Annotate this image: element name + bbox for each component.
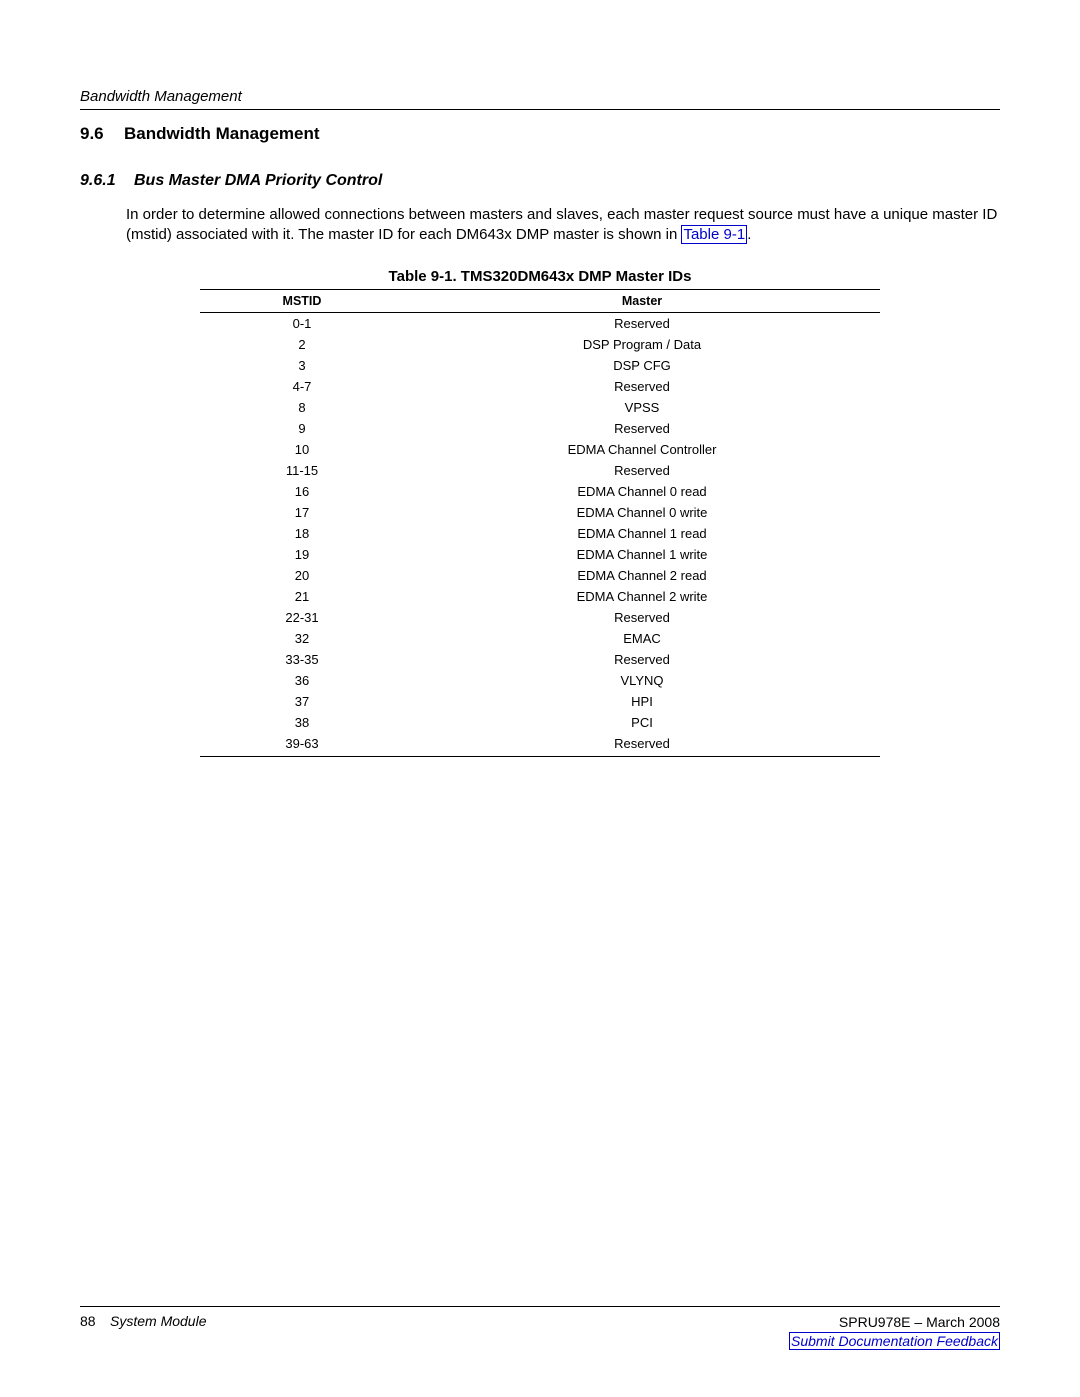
table-row: 37HPI	[200, 691, 880, 712]
table-row: 2DSP Program / Data	[200, 334, 880, 355]
table-row: 32EMAC	[200, 628, 880, 649]
table-cell: 38	[200, 712, 404, 733]
section-title: Bandwidth Management	[124, 124, 320, 143]
table-cell: Reserved	[404, 607, 880, 628]
table-cell: 19	[200, 544, 404, 565]
table-cell: EDMA Channel 1 write	[404, 544, 880, 565]
table-row: 19EDMA Channel 1 write	[200, 544, 880, 565]
table-row: 39-63Reserved	[200, 733, 880, 757]
table-row: 22-31Reserved	[200, 607, 880, 628]
table-wrapper: MSTIDMaster 0-1Reserved2DSP Program / Da…	[200, 289, 880, 757]
table-cell: 39-63	[200, 733, 404, 757]
page-number: 88	[80, 1313, 110, 1329]
table-row: 17EDMA Channel 0 write	[200, 502, 880, 523]
table-row: 18EDMA Channel 1 read	[200, 523, 880, 544]
table-cell: 2	[200, 334, 404, 355]
running-header: Bandwidth Management	[80, 88, 1000, 110]
table-cell: EDMA Channel 1 read	[404, 523, 880, 544]
table-row: 4-7Reserved	[200, 376, 880, 397]
table-cell: PCI	[404, 712, 880, 733]
section-number: 9.6	[80, 124, 124, 144]
table-row: 36VLYNQ	[200, 670, 880, 691]
table-cell: EDMA Channel 2 write	[404, 586, 880, 607]
table-cell: Reserved	[404, 460, 880, 481]
section-heading: 9.6Bandwidth Management	[80, 124, 1000, 144]
table-row: 3DSP CFG	[200, 355, 880, 376]
table-cell: 32	[200, 628, 404, 649]
table-cell: 11-15	[200, 460, 404, 481]
page-content: Bandwidth Management 9.6Bandwidth Manage…	[0, 0, 1080, 757]
table-cell: 37	[200, 691, 404, 712]
footer-doc-id: SPRU978E – March 2008	[789, 1313, 1000, 1332]
table-cell: EDMA Channel 2 read	[404, 565, 880, 586]
table-cell: 16	[200, 481, 404, 502]
footer-left: 88System Module	[80, 1313, 206, 1329]
table-cell: 8	[200, 397, 404, 418]
footer-right: SPRU978E – March 2008 Submit Documentati…	[789, 1313, 1000, 1351]
table-cell: VLYNQ	[404, 670, 880, 691]
table-cell: 9	[200, 418, 404, 439]
table-cell: 18	[200, 523, 404, 544]
table-row: 16EDMA Channel 0 read	[200, 481, 880, 502]
table-body: 0-1Reserved2DSP Program / Data3DSP CFG4-…	[200, 312, 880, 756]
table-cell: 36	[200, 670, 404, 691]
footer-left-title: System Module	[110, 1313, 206, 1329]
table-cell: 17	[200, 502, 404, 523]
table-cell: EMAC	[404, 628, 880, 649]
table-cell: DSP Program / Data	[404, 334, 880, 355]
table-cell: VPSS	[404, 397, 880, 418]
table-cell: 3	[200, 355, 404, 376]
paragraph-text-pre: In order to determine allowed connection…	[126, 206, 997, 243]
table-cell: EDMA Channel 0 read	[404, 481, 880, 502]
table-cell: DSP CFG	[404, 355, 880, 376]
table-row: 10EDMA Channel Controller	[200, 439, 880, 460]
page-footer: 88System Module SPRU978E – March 2008 Su…	[80, 1306, 1000, 1351]
table-header-cell: Master	[404, 289, 880, 312]
table-cell: EDMA Channel Controller	[404, 439, 880, 460]
subsection-heading: 9.6.1Bus Master DMA Priority Control	[80, 172, 1000, 190]
body-paragraph: In order to determine allowed connection…	[126, 205, 1000, 246]
table-row: 33-35Reserved	[200, 649, 880, 670]
table-row: 8VPSS	[200, 397, 880, 418]
table-row: 20EDMA Channel 2 read	[200, 565, 880, 586]
table-row: 11-15Reserved	[200, 460, 880, 481]
table-cell: Reserved	[404, 376, 880, 397]
table-row: 21EDMA Channel 2 write	[200, 586, 880, 607]
table-reference-link[interactable]: Table 9-1	[681, 225, 747, 244]
table-cell: Reserved	[404, 733, 880, 757]
table-cell: 20	[200, 565, 404, 586]
table-cell: 10	[200, 439, 404, 460]
feedback-link[interactable]: Submit Documentation Feedback	[789, 1332, 1000, 1350]
table-header-cell: MSTID	[200, 289, 404, 312]
subsection-title: Bus Master DMA Priority Control	[134, 172, 382, 189]
table-cell: Reserved	[404, 649, 880, 670]
table-cell: 4-7	[200, 376, 404, 397]
paragraph-text-post: .	[747, 226, 751, 243]
table-row: 9Reserved	[200, 418, 880, 439]
table-row: 0-1Reserved	[200, 312, 880, 334]
table-row: 38PCI	[200, 712, 880, 733]
table-cell: EDMA Channel 0 write	[404, 502, 880, 523]
table-cell: HPI	[404, 691, 880, 712]
table-cell: 21	[200, 586, 404, 607]
table-header-row: MSTIDMaster	[200, 289, 880, 312]
subsection-number: 9.6.1	[80, 172, 134, 190]
table-title: Table 9-1. TMS320DM643x DMP Master IDs	[80, 268, 1000, 285]
table-cell: Reserved	[404, 418, 880, 439]
table-cell: 0-1	[200, 312, 404, 334]
table-cell: Reserved	[404, 312, 880, 334]
table-cell: 33-35	[200, 649, 404, 670]
table-cell: 22-31	[200, 607, 404, 628]
master-ids-table: MSTIDMaster 0-1Reserved2DSP Program / Da…	[200, 289, 880, 757]
